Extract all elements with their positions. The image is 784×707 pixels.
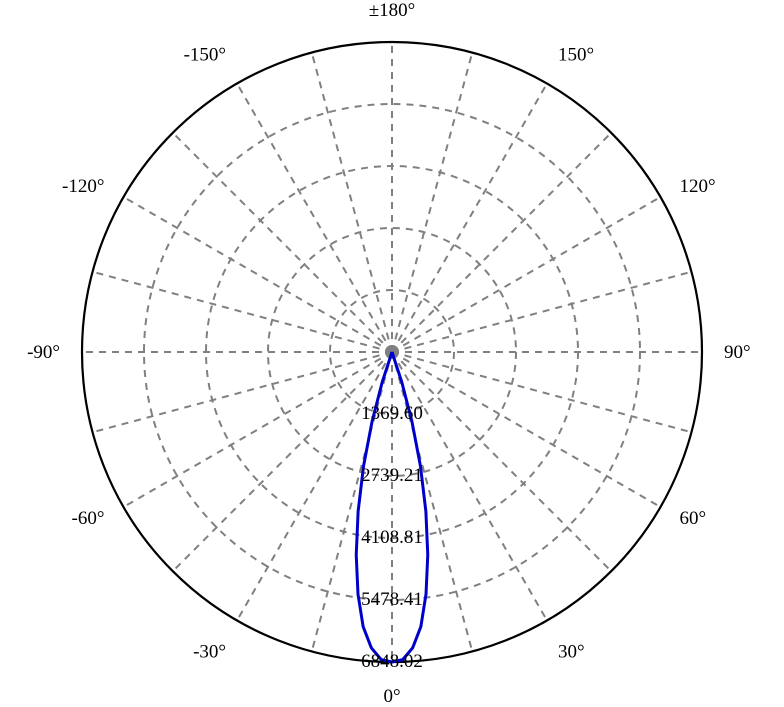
grid-spoke xyxy=(93,352,392,432)
polar-svg: 1369.60 2739.21 4108.81 5478.41 6848.02 ±180°… xyxy=(0,0,784,707)
angle-label: -60° xyxy=(72,508,105,529)
grid-spoke xyxy=(392,133,611,352)
grid-spoke xyxy=(173,352,392,571)
grid-spoke xyxy=(392,84,547,352)
grid-spoke xyxy=(392,53,472,352)
grid-spoke xyxy=(124,197,392,352)
radial-label: 2739.21 xyxy=(361,465,423,486)
angle-label: 150° xyxy=(558,44,594,65)
grid-spoke xyxy=(237,84,392,352)
grid-spoke xyxy=(93,272,392,352)
grid-spoke xyxy=(392,197,660,352)
radial-label: 1369.60 xyxy=(361,403,423,424)
grid-spoke xyxy=(392,352,547,620)
polar-chart: 1369.60 2739.21 4108.81 5478.41 6848.02 ±180°… xyxy=(0,0,784,707)
grid-spoke xyxy=(173,133,392,352)
angle-label: 0° xyxy=(383,686,400,707)
angle-label: -90° xyxy=(27,342,60,363)
angle-label: 30° xyxy=(558,642,585,663)
radial-label: 6848.02 xyxy=(361,651,423,672)
grid-spoke xyxy=(237,352,392,620)
angle-label: -120° xyxy=(62,176,104,197)
radial-label: 4108.81 xyxy=(361,527,423,548)
grid-spoke xyxy=(392,352,611,571)
grid-spoke xyxy=(312,53,392,352)
angle-label: -150° xyxy=(184,44,226,65)
grid-spoke xyxy=(392,352,660,507)
radial-label: 5478.41 xyxy=(361,589,423,610)
angle-label: 60° xyxy=(680,508,707,529)
angle-label: -30° xyxy=(193,642,226,663)
angle-label: ±180° xyxy=(369,0,416,21)
grid-spoke xyxy=(392,352,691,432)
grid-spoke xyxy=(124,352,392,507)
angle-label: 120° xyxy=(680,176,716,197)
grid-spoke xyxy=(392,272,691,352)
angle-label: 90° xyxy=(724,342,751,363)
